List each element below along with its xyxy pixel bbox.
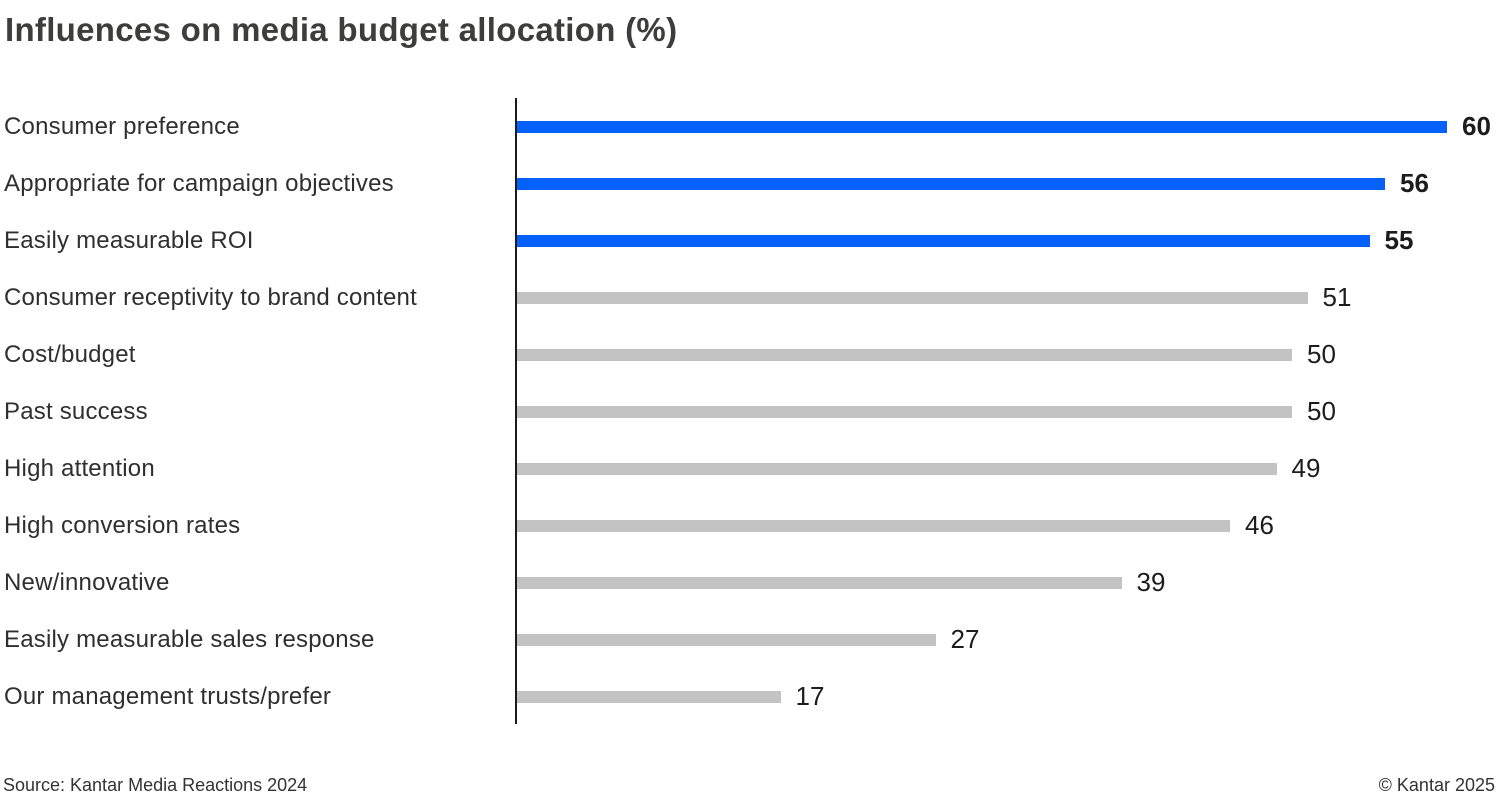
- bar-chart: Consumer preference 60 Appropriate for c…: [0, 98, 1500, 725]
- value-label: 50: [1307, 396, 1336, 426]
- chart-row: Past success 50: [0, 383, 1500, 440]
- chart-row: Cost/budget 50: [0, 326, 1500, 383]
- chart-row: Easily measurable ROI 55: [0, 212, 1500, 269]
- value-label: 60: [1462, 111, 1491, 141]
- copyright-note: © Kantar 2025: [1378, 775, 1495, 795]
- value-label: 49: [1291, 453, 1321, 483]
- chart-row: High conversion rates 46: [0, 497, 1500, 554]
- category-label: Consumer preference: [4, 112, 240, 140]
- bar: [517, 348, 1292, 361]
- bar: [517, 633, 936, 646]
- value-label: 50: [1307, 339, 1336, 369]
- value-label: 46: [1245, 510, 1274, 540]
- category-label: Our management trusts/prefer: [4, 682, 332, 710]
- chart-row: Appropriate for campaign objectives 56: [0, 155, 1500, 212]
- value-label: 56: [1400, 168, 1429, 198]
- value-label: 17: [795, 681, 825, 711]
- value-label: 55: [1384, 225, 1414, 255]
- category-label: Appropriate for campaign objectives: [4, 169, 394, 197]
- y-axis-line: [515, 98, 517, 724]
- value-label: 27: [950, 624, 980, 654]
- category-label: Easily measurable sales response: [4, 625, 375, 653]
- chart-row: New/innovative 39: [0, 554, 1500, 611]
- bar: [517, 120, 1447, 133]
- category-label: High conversion rates: [4, 511, 241, 539]
- value-label: 51: [1322, 282, 1352, 312]
- bar: [517, 519, 1230, 532]
- bar: [517, 462, 1277, 475]
- category-label: Past success: [4, 397, 148, 425]
- chart-row: High attention 49: [0, 440, 1500, 497]
- category-label: High attention: [4, 454, 155, 482]
- chart-rows: Consumer preference 60 Appropriate for c…: [0, 98, 1500, 725]
- chart-row: Easily measurable sales response 27: [0, 611, 1500, 668]
- category-label: Consumer receptivity to brand content: [4, 283, 417, 311]
- value-label: 39: [1136, 567, 1166, 597]
- chart-row: Our management trusts/prefer 17: [0, 668, 1500, 725]
- category-label: Easily measurable ROI: [4, 226, 254, 254]
- chart-row: Consumer preference 60: [0, 98, 1500, 155]
- bar: [517, 291, 1308, 304]
- chart-title: Influences on media budget allocation (%…: [5, 11, 678, 48]
- bar: [517, 234, 1370, 247]
- category-label: New/innovative: [4, 568, 170, 596]
- bar: [517, 405, 1292, 418]
- bar: [517, 576, 1122, 589]
- bar: [517, 177, 1385, 190]
- chart-row: Consumer receptivity to brand content 51: [0, 269, 1500, 326]
- category-label: Cost/budget: [4, 340, 136, 368]
- source-note: Source: Kantar Media Reactions 2024: [3, 775, 308, 795]
- bar: [517, 690, 781, 703]
